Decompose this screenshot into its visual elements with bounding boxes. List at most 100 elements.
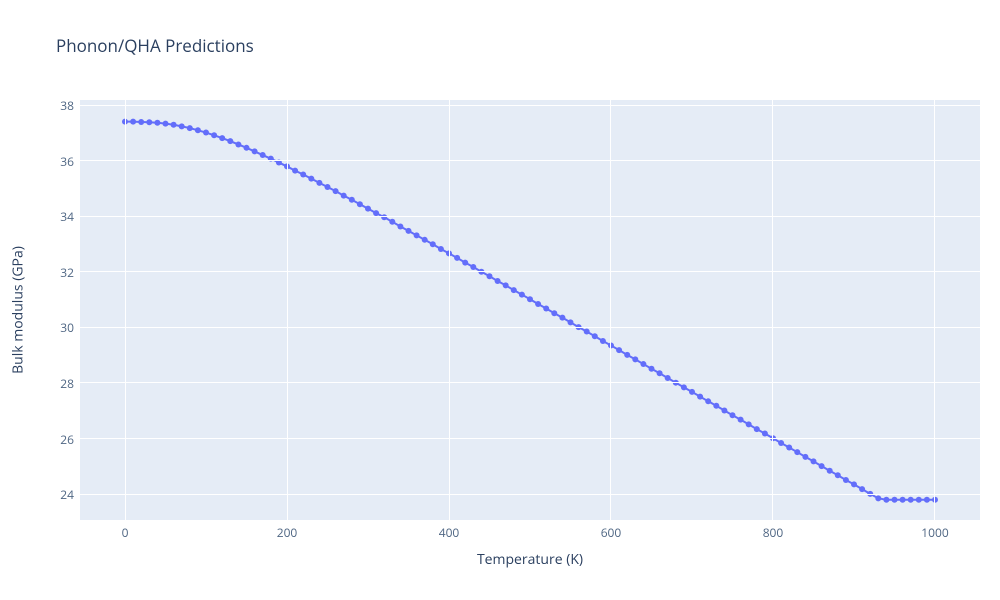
data-point[interactable]: [778, 440, 784, 446]
data-point[interactable]: [163, 121, 169, 127]
x-tick-label: 0: [110, 524, 140, 541]
data-point[interactable]: [754, 426, 760, 432]
y-tick-label: 26: [60, 431, 74, 448]
gridline-v: [449, 100, 450, 520]
gridline-v: [610, 100, 611, 520]
data-point[interactable]: [916, 497, 922, 503]
data-point[interactable]: [487, 273, 493, 279]
data-point[interactable]: [422, 237, 428, 243]
data-point[interactable]: [503, 282, 509, 288]
gridline-v: [287, 100, 288, 520]
data-point[interactable]: [851, 481, 857, 487]
data-point[interactable]: [584, 329, 590, 335]
data-point[interactable]: [559, 315, 565, 321]
data-point[interactable]: [827, 468, 833, 474]
data-point[interactable]: [527, 296, 533, 302]
data-point[interactable]: [227, 138, 233, 144]
data-point[interactable]: [657, 370, 663, 376]
data-point[interactable]: [746, 421, 752, 427]
data-point[interactable]: [219, 135, 225, 141]
data-point[interactable]: [154, 120, 160, 126]
data-point[interactable]: [171, 122, 177, 128]
data-point[interactable]: [738, 417, 744, 423]
data-point[interactable]: [244, 145, 250, 151]
data-point[interactable]: [211, 132, 217, 138]
gridline-v: [125, 100, 126, 520]
data-point[interactable]: [397, 223, 403, 229]
data-point[interactable]: [300, 171, 306, 177]
y-tick-label: 38: [60, 97, 74, 114]
data-point[interactable]: [349, 197, 355, 203]
data-point[interactable]: [640, 361, 646, 367]
data-point[interactable]: [365, 206, 371, 212]
data-point[interactable]: [454, 255, 460, 261]
data-point[interactable]: [924, 497, 930, 503]
data-point[interactable]: [681, 384, 687, 390]
data-point[interactable]: [697, 394, 703, 400]
data-point[interactable]: [511, 287, 517, 293]
data-point[interactable]: [713, 403, 719, 409]
data-point[interactable]: [892, 497, 898, 503]
gridline-h: [80, 271, 980, 272]
data-point[interactable]: [414, 232, 420, 238]
data-point[interactable]: [794, 449, 800, 455]
data-point[interactable]: [341, 193, 347, 199]
data-point[interactable]: [705, 398, 711, 404]
data-point[interactable]: [130, 119, 136, 125]
data-point[interactable]: [495, 278, 501, 284]
data-point[interactable]: [357, 201, 363, 207]
data-point[interactable]: [252, 148, 258, 154]
data-point[interactable]: [819, 463, 825, 469]
data-point[interactable]: [632, 356, 638, 362]
data-point[interactable]: [138, 119, 144, 125]
data-point[interactable]: [721, 407, 727, 413]
data-point[interactable]: [762, 431, 768, 437]
data-point[interactable]: [389, 219, 395, 225]
data-point[interactable]: [843, 477, 849, 483]
data-point[interactable]: [600, 338, 606, 344]
data-point[interactable]: [430, 241, 436, 247]
data-point[interactable]: [470, 264, 476, 270]
data-point[interactable]: [316, 180, 322, 186]
data-point[interactable]: [665, 375, 671, 381]
data-point[interactable]: [543, 305, 549, 311]
x-tick-label: 1000: [920, 524, 950, 541]
data-point[interactable]: [551, 310, 557, 316]
data-point[interactable]: [535, 301, 541, 307]
data-point[interactable]: [835, 472, 841, 478]
data-point[interactable]: [624, 352, 630, 358]
data-point[interactable]: [519, 292, 525, 298]
gridline-v: [934, 100, 935, 520]
data-point[interactable]: [406, 228, 412, 234]
data-point[interactable]: [333, 188, 339, 194]
data-point[interactable]: [811, 458, 817, 464]
data-point[interactable]: [260, 152, 266, 158]
data-point[interactable]: [179, 123, 185, 129]
data-point[interactable]: [786, 444, 792, 450]
data-point[interactable]: [325, 184, 331, 190]
data-point[interactable]: [462, 260, 468, 266]
data-point[interactable]: [730, 412, 736, 418]
data-point[interactable]: [859, 486, 865, 492]
data-point[interactable]: [195, 127, 201, 133]
x-tick-label: 600: [596, 524, 626, 541]
data-point[interactable]: [883, 497, 889, 503]
x-tick-label: 200: [272, 524, 302, 541]
data-point[interactable]: [875, 495, 881, 501]
data-point[interactable]: [308, 176, 314, 182]
data-point[interactable]: [592, 333, 598, 339]
data-point[interactable]: [568, 319, 574, 325]
data-point[interactable]: [235, 141, 241, 147]
data-point[interactable]: [802, 454, 808, 460]
data-point[interactable]: [649, 366, 655, 372]
data-point[interactable]: [900, 497, 906, 503]
data-point[interactable]: [908, 497, 914, 503]
data-point[interactable]: [146, 119, 152, 125]
data-point[interactable]: [438, 246, 444, 252]
data-point[interactable]: [292, 168, 298, 174]
data-point[interactable]: [689, 389, 695, 395]
data-point[interactable]: [203, 130, 209, 136]
data-point[interactable]: [187, 125, 193, 131]
data-point[interactable]: [616, 347, 622, 353]
gridline-h: [80, 438, 980, 439]
